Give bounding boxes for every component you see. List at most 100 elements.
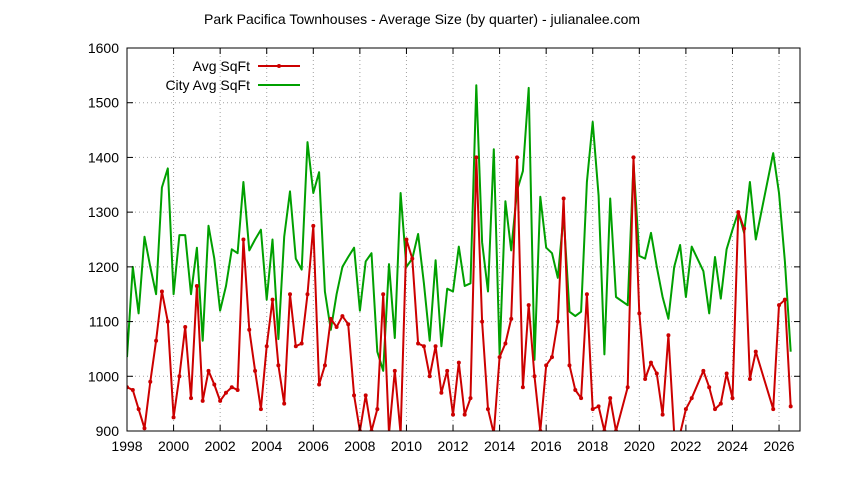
data-point — [328, 316, 333, 321]
data-point — [520, 385, 525, 390]
data-point — [654, 371, 659, 376]
data-point — [276, 363, 281, 368]
y-tick-label: 1100 — [89, 314, 119, 330]
data-point — [375, 407, 380, 412]
data-point — [561, 196, 566, 201]
data-point — [439, 390, 444, 395]
data-point — [223, 390, 228, 395]
y-tick-label: 900 — [96, 423, 120, 439]
series-layer — [127, 84, 793, 436]
x-tick-label: 1998 — [111, 438, 142, 454]
data-point — [718, 401, 723, 406]
y-tick-label: 1200 — [88, 259, 119, 275]
y-tick-label: 1500 — [88, 95, 119, 111]
x-tick-label: 2026 — [763, 438, 794, 454]
data-point — [544, 363, 549, 368]
data-point — [352, 393, 357, 398]
data-point — [189, 396, 194, 401]
y-tick-label: 1000 — [88, 368, 119, 384]
data-point — [340, 314, 345, 319]
x-tick-label: 2006 — [298, 438, 329, 454]
data-point — [753, 349, 758, 354]
data-point — [678, 432, 682, 436]
x-tick-label: 2014 — [484, 438, 515, 454]
data-point — [492, 432, 496, 436]
data-point — [293, 344, 298, 349]
data-point — [392, 368, 397, 373]
data-point — [724, 371, 729, 376]
data-point — [549, 355, 554, 360]
grid-lines — [127, 48, 800, 431]
chart-title: Park Pacifica Townhouses - Average Size … — [204, 11, 640, 27]
data-point — [212, 382, 217, 387]
data-point — [451, 412, 456, 417]
data-point — [462, 412, 467, 417]
data-point — [159, 289, 164, 294]
data-point — [584, 292, 589, 297]
data-point — [241, 237, 246, 242]
data-point — [410, 256, 415, 261]
data-point — [253, 368, 258, 373]
data-point — [515, 155, 520, 160]
data-point — [288, 292, 293, 297]
data-point — [235, 387, 240, 392]
data-point — [282, 401, 287, 406]
data-point — [742, 226, 747, 231]
data-point — [747, 377, 752, 382]
x-tick-label: 2016 — [531, 438, 562, 454]
x-tick-label: 2008 — [344, 438, 375, 454]
axis-ticks: 1998 2000 2002 2004 2006 2008 2010 2012 2014 2016… — [88, 40, 800, 454]
data-point — [631, 155, 636, 160]
data-point — [701, 368, 706, 373]
data-point — [567, 363, 572, 368]
y-tick-label: 1300 — [88, 204, 119, 220]
x-tick-label: 2024 — [717, 438, 748, 454]
data-point — [648, 360, 653, 365]
data-point — [404, 237, 409, 242]
x-tick-label: 2000 — [158, 438, 189, 454]
data-point — [503, 341, 508, 346]
data-point — [165, 319, 170, 324]
data-point — [322, 363, 327, 368]
data-point — [509, 316, 514, 321]
data-point — [229, 385, 234, 390]
data-point — [311, 223, 316, 228]
data-point — [689, 396, 694, 401]
data-point — [625, 385, 630, 390]
data-point — [363, 393, 368, 398]
data-point — [456, 360, 461, 365]
data-point — [590, 407, 595, 412]
data-point — [643, 377, 648, 382]
data-point — [474, 155, 479, 160]
data-point — [299, 341, 304, 346]
data-point — [317, 382, 322, 387]
data-point — [148, 379, 153, 384]
data-point — [526, 303, 531, 308]
data-point — [142, 426, 147, 431]
data-point — [771, 407, 776, 412]
data-point — [154, 338, 159, 343]
data-point — [171, 415, 176, 420]
data-point — [660, 412, 665, 417]
data-point — [730, 396, 735, 401]
data-point — [264, 344, 269, 349]
legend-label: City Avg SqFt — [165, 77, 250, 93]
legend: Avg SqFt City Avg SqFt — [165, 58, 300, 93]
y-tick-label: 1400 — [88, 149, 119, 165]
x-tick-label: 2020 — [624, 438, 655, 454]
data-point — [305, 292, 310, 297]
data-point — [445, 368, 450, 373]
data-point — [555, 319, 560, 324]
data-point — [532, 374, 537, 379]
plot-frame — [126, 47, 801, 432]
data-point — [399, 432, 403, 436]
data-point — [596, 404, 601, 409]
data-point — [777, 303, 782, 308]
y-tick-label: 1600 — [88, 40, 119, 56]
data-point — [206, 368, 211, 373]
data-point — [608, 396, 613, 401]
data-point — [782, 297, 787, 302]
data-point — [736, 210, 741, 215]
data-point — [247, 327, 252, 332]
data-point — [468, 396, 473, 401]
